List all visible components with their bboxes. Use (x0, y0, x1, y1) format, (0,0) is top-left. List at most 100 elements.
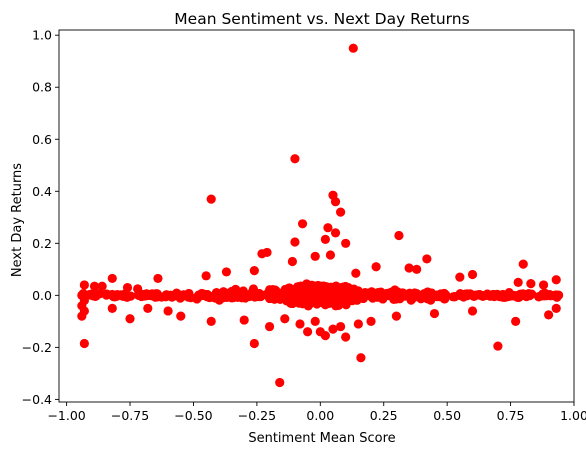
x-tick-label: 0.75 (497, 408, 525, 423)
data-point (551, 275, 561, 285)
data-point (394, 230, 404, 241)
data-point (287, 256, 297, 267)
data-point (356, 353, 366, 363)
data-point (94, 289, 104, 299)
data-point (264, 321, 275, 332)
data-point (257, 249, 267, 259)
x-tick-label: −1.00 (47, 408, 85, 423)
data-point (163, 291, 173, 301)
data-point (336, 321, 346, 332)
data-point (545, 290, 555, 300)
data-point (341, 292, 352, 302)
y-axis-label: Next Day Returns (10, 163, 25, 277)
data-point (487, 290, 498, 300)
data-point (455, 272, 465, 282)
data-point (270, 291, 280, 301)
ticks-layer: −1.00 −0.75 −0.50 −0.25 0.00 0.25 0.50 0.75 1.00… (22, 28, 586, 423)
x-tick-label: −0.25 (238, 408, 276, 423)
data-point (323, 223, 333, 233)
x-tick-label: −0.50 (174, 408, 212, 423)
data-point (348, 43, 358, 53)
data-point (249, 338, 259, 349)
data-point (467, 269, 478, 280)
data-point (551, 303, 561, 313)
data-point (252, 289, 262, 300)
data-point (176, 311, 186, 321)
data-point (297, 219, 308, 229)
data-point (422, 254, 432, 264)
data-point (534, 292, 544, 302)
data-point (544, 310, 554, 320)
y-tick-label: 1.0 (32, 28, 52, 43)
y-tick-label: 0.4 (32, 184, 52, 199)
data-point (387, 288, 397, 298)
y-tick-label: −0.4 (22, 392, 52, 407)
data-point (412, 264, 422, 274)
data-point (432, 290, 442, 300)
data-point (107, 303, 117, 313)
data-point (395, 291, 405, 301)
data-point (143, 303, 153, 313)
data-point (133, 284, 143, 294)
data-point (341, 332, 351, 342)
data-point (218, 293, 228, 303)
chart-title: Mean Sentiment vs. Next Day Returns (174, 10, 469, 28)
data-point (511, 316, 521, 326)
data-point (275, 377, 285, 388)
data-point (292, 293, 302, 303)
data-point (319, 292, 329, 302)
data-point (429, 308, 440, 319)
data-point (211, 288, 222, 298)
data-point (376, 289, 386, 299)
data-point (163, 306, 173, 316)
data-point (320, 234, 330, 245)
data-point (538, 280, 549, 290)
data-point (404, 263, 414, 273)
x-tick-label: 0.00 (306, 408, 334, 423)
data-point (356, 289, 366, 299)
data-point (77, 311, 87, 321)
data-point (450, 292, 460, 302)
data-point (526, 279, 536, 289)
data-point (467, 306, 478, 316)
plot-frame (58, 29, 575, 403)
data-point (183, 292, 193, 302)
y-tick-label: −0.2 (22, 340, 52, 355)
data-point (290, 237, 300, 247)
data-point (239, 290, 249, 301)
data-point (349, 286, 359, 296)
data-point (221, 267, 232, 277)
data-point (141, 289, 152, 299)
data-point (107, 273, 117, 284)
data-point (353, 319, 363, 329)
data-point (102, 289, 112, 299)
data-point (122, 282, 133, 293)
points-layer (77, 43, 564, 388)
data-point (503, 289, 513, 299)
data-point (371, 262, 381, 272)
data-point (310, 316, 320, 326)
data-point (151, 289, 161, 299)
data-point (295, 319, 305, 329)
data-point (336, 207, 346, 217)
data-point (366, 316, 376, 326)
data-point (513, 277, 523, 287)
x-tick-label: 0.50 (433, 408, 461, 423)
data-point (524, 289, 534, 299)
data-point (477, 290, 487, 301)
data-point (97, 281, 107, 291)
data-point (249, 266, 259, 276)
y-tick-label: 0.0 (32, 288, 52, 303)
x-tick-label: 1.00 (560, 408, 586, 423)
data-point (460, 289, 470, 299)
data-point (330, 197, 341, 207)
data-point (153, 273, 163, 284)
y-tick-label: 0.2 (32, 236, 52, 251)
data-point (391, 311, 402, 321)
data-point (410, 290, 420, 301)
x-tick-label: −0.75 (111, 408, 149, 423)
data-point (79, 338, 89, 349)
data-point (279, 291, 289, 301)
data-point (206, 194, 216, 204)
